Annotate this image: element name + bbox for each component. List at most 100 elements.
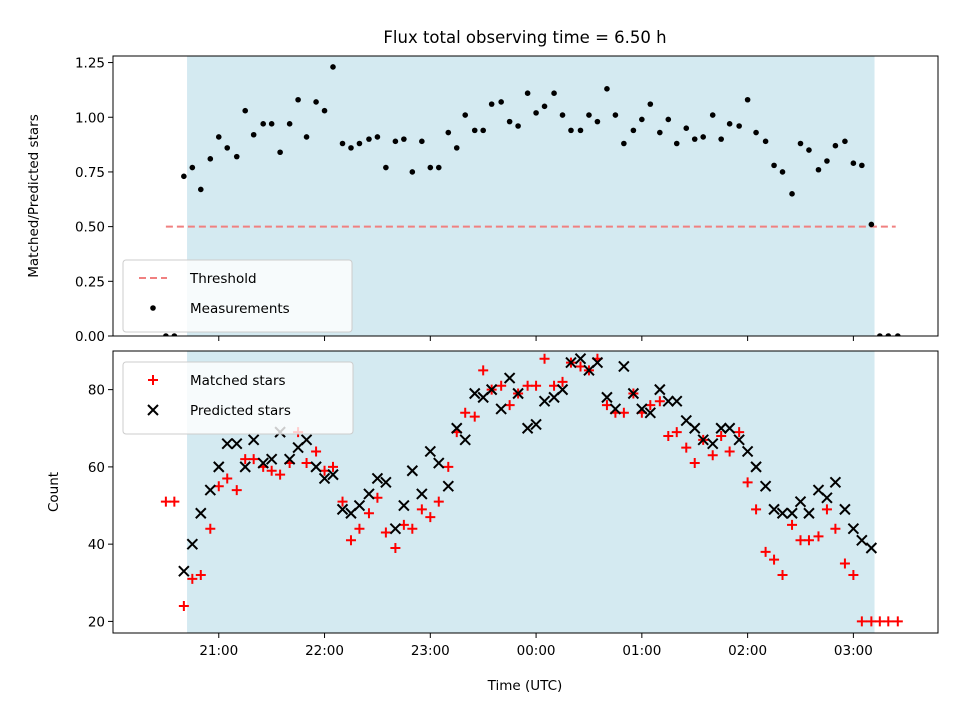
legend-swatch — [147, 404, 159, 416]
data-point — [771, 162, 777, 169]
data-point — [419, 138, 425, 145]
data-point — [363, 488, 375, 500]
data-point — [498, 99, 504, 105]
data-point — [856, 616, 867, 627]
data-point — [541, 103, 548, 110]
data-point — [865, 542, 878, 554]
data-point — [371, 472, 384, 485]
bottom-panel: 20 40 60 80 21:00 22:00 23:00 00:00 01:00 02:00 03… — [46, 350, 939, 694]
legend-label: Predicted stars — [190, 403, 291, 419]
data-point — [815, 166, 822, 173]
data-point — [718, 136, 724, 142]
data-point — [197, 186, 204, 193]
data-point — [356, 140, 363, 147]
data-point — [163, 333, 169, 336]
data-point — [425, 512, 436, 523]
data-point — [762, 138, 769, 145]
data-point — [806, 147, 812, 153]
data-point — [265, 453, 278, 465]
data-point — [609, 403, 622, 415]
data-point — [594, 118, 601, 125]
data-point — [707, 438, 719, 450]
data-point — [618, 360, 630, 373]
data-point — [794, 495, 807, 508]
data-point — [283, 453, 296, 465]
legend-swatch — [150, 305, 156, 311]
data-point — [689, 422, 701, 434]
y-tick-label: 0.25 — [75, 274, 105, 290]
data-point — [406, 465, 419, 477]
data-point — [459, 434, 471, 446]
legend-label: Measurements — [190, 301, 290, 317]
data-point — [895, 333, 901, 336]
data-point — [769, 554, 780, 565]
data-point — [250, 131, 257, 138]
data-point — [892, 616, 903, 627]
data-point — [189, 164, 196, 171]
data-point — [662, 395, 674, 407]
data-point — [683, 125, 690, 131]
data-point — [530, 418, 542, 431]
data-point — [247, 434, 260, 446]
data-point — [398, 499, 410, 512]
data-point — [496, 380, 507, 391]
y-tick-label: 20 — [88, 614, 105, 630]
data-point — [409, 169, 416, 175]
data-point — [205, 523, 216, 534]
data-point — [733, 434, 745, 446]
legend-label: Threshold — [189, 271, 257, 287]
data-point — [723, 422, 736, 434]
data-point — [883, 616, 894, 627]
legend-box — [122, 361, 354, 435]
data-point — [709, 112, 716, 118]
data-point — [471, 127, 478, 134]
data-point — [221, 438, 233, 450]
data-point — [337, 496, 348, 507]
data-point — [469, 411, 480, 422]
data-point — [416, 488, 428, 500]
data-point — [390, 543, 401, 554]
data-point — [248, 454, 259, 465]
data-point — [885, 333, 892, 336]
data-point — [160, 496, 171, 507]
data-point — [460, 407, 471, 418]
data-point — [330, 64, 336, 70]
data-point — [559, 112, 566, 118]
data-point — [300, 434, 313, 446]
data-point — [178, 565, 190, 577]
data-point — [671, 427, 682, 438]
data-point — [657, 129, 663, 136]
data-point — [601, 391, 613, 404]
data-point — [310, 461, 322, 473]
data-point — [803, 507, 815, 519]
data-point — [207, 156, 214, 162]
data-point — [366, 136, 372, 142]
data-point — [266, 465, 277, 476]
legend: Matched stars Predicted stars — [122, 361, 354, 435]
data-point — [848, 570, 859, 581]
data-point — [832, 142, 839, 149]
data-point — [556, 383, 569, 396]
x-tick-label: 21:00 — [199, 643, 238, 659]
data-point — [275, 469, 286, 480]
data-point — [348, 145, 354, 151]
data-point — [741, 445, 754, 458]
series-measurements — [163, 64, 901, 336]
data-point — [512, 387, 524, 400]
data-point — [231, 485, 242, 496]
data-point — [186, 538, 199, 550]
data-point — [286, 121, 293, 127]
data-point — [169, 496, 180, 507]
legend-label: Matched stars — [190, 373, 286, 389]
data-point — [204, 484, 217, 496]
data-point — [665, 116, 672, 123]
data-point — [839, 503, 851, 516]
y-tick-label: 0.00 — [75, 329, 105, 345]
data-point — [750, 461, 762, 473]
data-point — [689, 458, 700, 469]
y-tick-label: 1.25 — [75, 56, 105, 72]
data-point — [260, 121, 266, 127]
data-point — [759, 480, 772, 492]
data-point — [591, 356, 604, 369]
